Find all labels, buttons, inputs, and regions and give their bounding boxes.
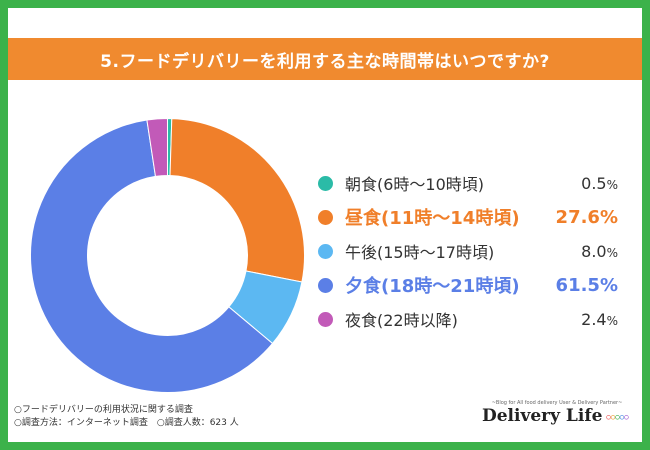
legend-value: 27.6% xyxy=(555,206,618,228)
legend-value: 61.5% xyxy=(555,274,618,296)
survey-footnote: ○フードデリバリーの利用状況に関する調査 ○調査方法：インターネット調査 ○調査… xyxy=(14,404,239,430)
delivery-life-logo: ~Blog for All food delivery User & Deliv… xyxy=(482,400,632,436)
legend-marker xyxy=(318,243,333,259)
legend-value: 0.5% xyxy=(581,173,618,193)
legend-marker xyxy=(318,209,333,225)
legend-row: 朝食(6時～10時頃) 0.5% xyxy=(318,166,618,200)
logo-tagline: ~Blog for All food delivery User & Deliv… xyxy=(491,400,623,406)
legend-label: 朝食(6時～10時頃) xyxy=(345,175,485,194)
legend-label: 夕食(18時～21時頃) xyxy=(345,276,520,297)
bicycle-icons xyxy=(606,415,630,420)
legend-marker xyxy=(318,175,333,191)
footnote-line-2: ○調査方法：インターネット調査 ○調査人数：623 人 xyxy=(14,418,239,428)
logo-text: Delivery Life xyxy=(482,406,603,426)
chart-panel: 5.フードデリバリーを利用する主な時間帯はいつですか? 朝食(6時～10時頃) 0… xyxy=(8,8,642,442)
legend-row: 午後(15時～17時頃) 8.0% xyxy=(318,234,618,268)
legend-label: 昼食(11時～14時頃) xyxy=(345,208,520,229)
legend-row: 昼食(11時～14時頃) 27.6% xyxy=(318,200,618,234)
donut-chart xyxy=(30,118,305,393)
legend-value: 8.0% xyxy=(581,241,618,261)
legend-marker xyxy=(318,311,333,327)
donut-slice xyxy=(146,118,168,177)
legend-row: 夜食(22時以降) 2.4% xyxy=(318,302,618,336)
donut-slice xyxy=(30,119,274,393)
donut-slice xyxy=(169,118,305,283)
legend-value: 2.4% xyxy=(581,309,618,329)
legend-row: 夕食(18時～21時頃) 61.5% xyxy=(318,268,618,302)
legend-label: 午後(15時～17時頃) xyxy=(345,243,495,262)
legend-label: 夜食(22時以降) xyxy=(345,311,458,330)
footnote-line-1: ○フードデリバリーの利用状況に関する調査 xyxy=(14,405,193,415)
chart-title: 5.フードデリバリーを利用する主な時間帯はいつですか? xyxy=(8,38,642,80)
legend-marker xyxy=(318,277,333,293)
legend: 朝食(6時～10時頃) 0.5% 昼食(11時～14時頃) 27.6% 午後(15時～1… xyxy=(318,166,618,336)
